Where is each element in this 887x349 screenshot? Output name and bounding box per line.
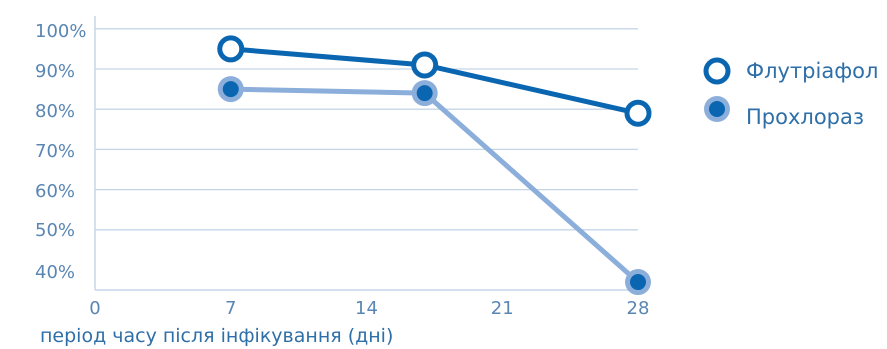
y-tick-label-80: 80% [35,101,75,122]
x-tick-label-28: 28 [627,298,650,319]
legend-item-flutriafol: Флутріафол [703,57,878,85]
point-prochloraz-0 [222,81,239,98]
y-tick-label-90: 90% [35,61,75,82]
x-tick-label-21: 21 [491,298,514,319]
tick-labels: 40% 50% 60% 70% 80% 90% 100% 0 7 14 21 28 [35,21,649,319]
point-flutriafol-2 [624,99,652,127]
y-tick-label-70: 70% [35,141,75,162]
point-flutriafol-1 [411,51,439,79]
grid [95,28,638,231]
legend-label-flutriafol: Флутріафол [746,59,878,83]
legend-label-prochloraz: Прохлораз [746,105,864,129]
y-tick-label-40: 40% [35,262,75,283]
legend-marker-flutriafol [703,57,731,85]
y-tick-label-100: 100% [35,21,86,42]
x-tick-label-7: 7 [225,298,236,319]
point-prochloraz-2 [630,274,646,291]
x-tick-label-14: 14 [355,298,378,319]
point-prochloraz-1 [416,85,433,102]
y-tick-label-60: 60% [35,181,75,202]
point-flutriafol-0 [217,35,245,63]
y-tick-label-50: 50% [35,220,75,241]
x-tick-label-0: 0 [89,298,100,319]
series-line-prochloraz [228,86,641,285]
axes [94,16,638,291]
legend-marker-prochloraz-inner [709,101,725,117]
legend-item-prochloraz: Прохлораз [704,96,864,129]
x-axis-title: період часу після інфікування (дні) [40,325,393,347]
series-layer [217,35,652,296]
legend: Флутріафол Прохлораз [703,57,878,129]
